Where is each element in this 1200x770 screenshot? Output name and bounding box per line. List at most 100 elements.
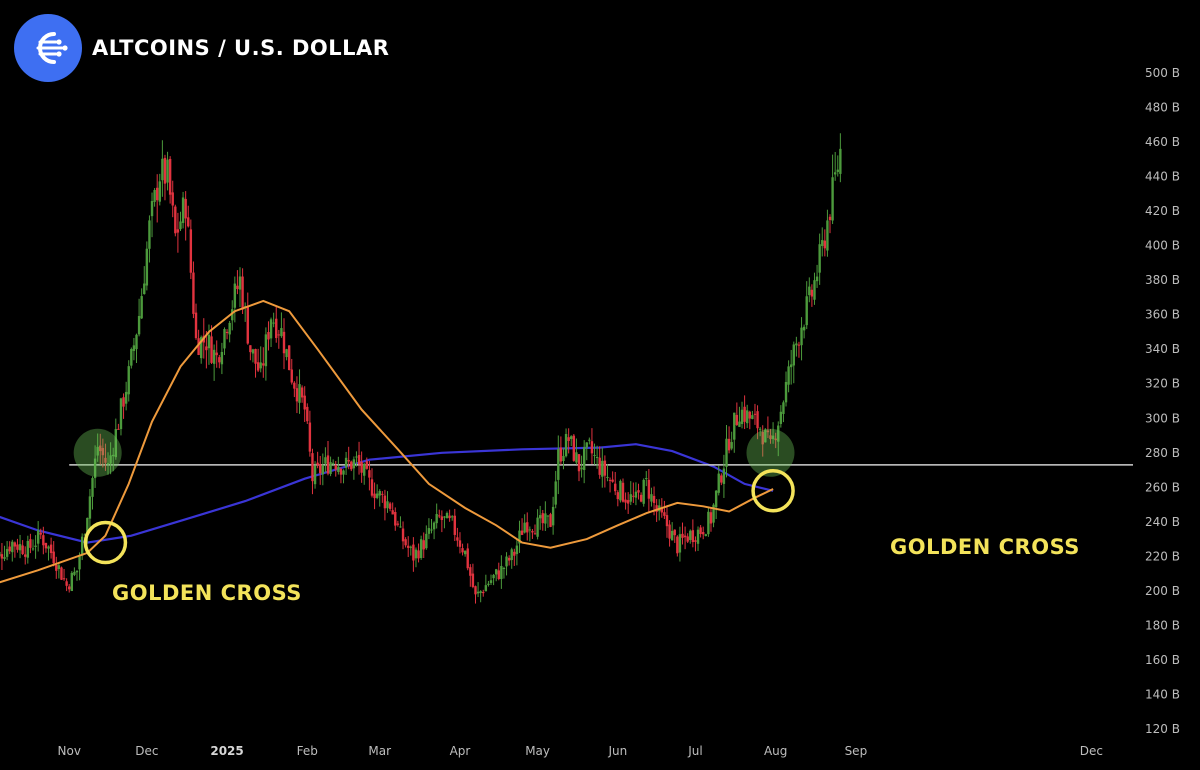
candle	[497, 562, 500, 581]
ma-short-series	[0, 299, 774, 584]
candle	[326, 440, 330, 476]
candle	[758, 426, 762, 437]
y-tick-label: 260 B	[1145, 480, 1180, 494]
candle	[474, 585, 477, 604]
candle	[515, 538, 519, 566]
candle	[65, 578, 68, 592]
candle	[122, 393, 125, 419]
candle	[756, 405, 759, 440]
y-tick-label: 320 B	[1145, 377, 1180, 391]
candle	[347, 446, 350, 470]
candle	[394, 507, 397, 531]
candle	[83, 533, 86, 536]
candle	[189, 219, 193, 280]
candle	[388, 501, 392, 512]
candle	[585, 442, 588, 461]
candle	[197, 329, 200, 356]
candle	[311, 448, 314, 495]
candle	[567, 428, 570, 454]
candle	[582, 440, 586, 484]
candle	[647, 469, 651, 512]
candle	[168, 156, 172, 204]
candle	[663, 500, 666, 519]
candle	[223, 327, 226, 356]
candle	[127, 360, 130, 402]
candle	[590, 428, 594, 464]
candle	[218, 354, 221, 369]
candle	[813, 272, 816, 305]
candle	[290, 358, 293, 385]
candle	[383, 489, 387, 521]
candle	[714, 489, 718, 520]
candle	[280, 312, 283, 338]
candle	[192, 261, 195, 319]
candle	[727, 426, 731, 454]
candle	[104, 443, 107, 471]
candle	[699, 525, 702, 538]
y-tick-label: 460 B	[1145, 135, 1180, 149]
candle	[735, 402, 739, 426]
y-tick-label: 400 B	[1145, 239, 1180, 253]
candle	[665, 505, 669, 538]
candle	[546, 515, 550, 528]
y-tick-label: 300 B	[1145, 411, 1180, 425]
candle	[507, 555, 511, 566]
candle	[238, 267, 242, 308]
candle	[324, 447, 327, 473]
candle	[670, 522, 674, 541]
candle	[414, 547, 418, 568]
candle	[419, 535, 423, 560]
candle	[513, 548, 516, 566]
candle	[246, 292, 249, 345]
y-tick-label: 160 B	[1145, 653, 1180, 667]
y-tick-label: 180 B	[1145, 618, 1180, 632]
candle	[181, 191, 185, 229]
y-tick-label: 500 B	[1145, 66, 1180, 80]
candle	[505, 552, 508, 576]
candle	[802, 324, 806, 339]
x-tick-label: Apr	[450, 744, 471, 758]
candle	[117, 423, 120, 430]
candle	[174, 204, 177, 237]
candle	[800, 317, 803, 361]
candle	[709, 508, 713, 532]
candle	[593, 443, 596, 465]
candle	[161, 140, 164, 197]
candle	[8, 541, 11, 555]
candle	[544, 501, 547, 531]
candle	[722, 454, 726, 498]
candle	[828, 214, 832, 234]
golden-cross-circle	[83, 520, 128, 565]
candle	[761, 425, 764, 457]
candle	[720, 473, 723, 486]
candle	[319, 455, 322, 485]
candle	[510, 547, 513, 569]
candle	[303, 386, 306, 423]
y-tick-label: 120 B	[1145, 722, 1180, 736]
chart-header: ALTCOINS / U.S. DOLLAR	[14, 12, 389, 84]
candle	[24, 546, 27, 565]
candle	[166, 151, 169, 191]
chart-title: ALTCOINS / U.S. DOLLAR	[92, 36, 390, 60]
candle	[52, 541, 55, 567]
candle	[269, 317, 273, 347]
golden-cross-label: GOLDEN CROSS	[890, 535, 1080, 559]
candle	[784, 371, 788, 407]
candle	[608, 477, 612, 493]
candle	[285, 348, 288, 361]
candle	[277, 329, 281, 349]
candle	[753, 403, 757, 425]
candle	[233, 276, 237, 323]
candle	[743, 395, 746, 430]
candle	[717, 465, 720, 496]
candle	[60, 566, 63, 581]
candle	[730, 431, 733, 451]
candle	[691, 519, 695, 548]
candle	[489, 574, 493, 586]
candle	[603, 455, 607, 488]
candle	[78, 552, 81, 581]
candle	[451, 515, 454, 521]
y-tick-label: 140 B	[1145, 687, 1180, 701]
stream-lines-logo-icon	[14, 14, 82, 82]
candle	[683, 526, 687, 550]
